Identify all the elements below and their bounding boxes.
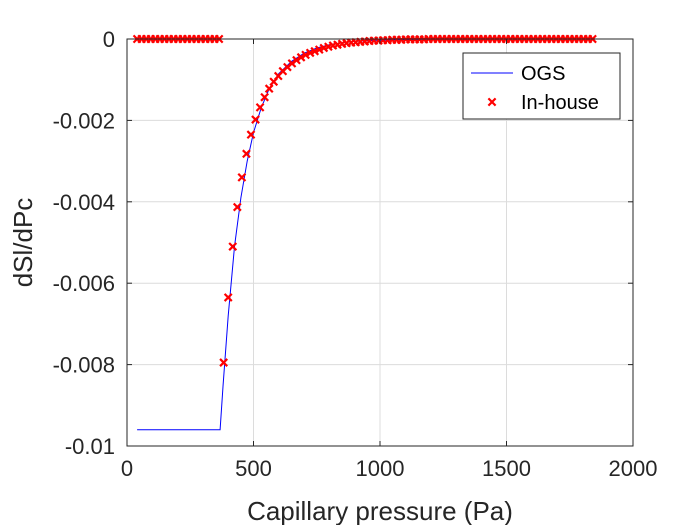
y-tick-label: -0.004 (53, 190, 115, 215)
data-point-marker (228, 242, 238, 251)
legend-label: In-house (521, 92, 599, 114)
y-tick-label: -0.006 (53, 271, 115, 296)
y-tick-label: -0.002 (53, 108, 115, 133)
data-point-marker (301, 50, 310, 60)
x-tick-label: 1500 (482, 456, 531, 481)
data-point-marker (292, 55, 301, 65)
data-point-marker (260, 92, 270, 102)
x-tick-label: 500 (235, 456, 272, 481)
legend: OGS In-house (462, 52, 621, 120)
ticks: 0 500 1000 1500 2000 0 -0.002 -0.004 -0.006 -0.00… (53, 27, 658, 481)
data-point-marker (223, 293, 233, 302)
data-point-marker (242, 149, 251, 159)
legend-label: OGS (521, 63, 565, 85)
data-point-marker (219, 358, 229, 367)
y-tick-label: 0 (103, 27, 115, 52)
x-tick-label: 0 (121, 456, 133, 481)
y-tick-label: -0.008 (53, 353, 115, 378)
y-axis-label: dSl/dPc (8, 198, 38, 288)
data-point-marker (246, 130, 256, 140)
data-point-marker (237, 173, 247, 182)
legend-box (462, 52, 621, 120)
data-point-marker (264, 84, 274, 94)
data-point-marker (296, 52, 306, 62)
legend-swatch-marker (487, 97, 497, 107)
x-tick-label: 1000 (356, 456, 405, 481)
data-point-marker (255, 102, 265, 112)
y-tick-label: -0.01 (65, 434, 115, 459)
x-tick-label: 2000 (609, 456, 658, 481)
data-point-marker (232, 202, 242, 212)
data-point-marker (251, 115, 260, 124)
x-axis-label: Capillary pressure (Pa) (247, 496, 513, 525)
